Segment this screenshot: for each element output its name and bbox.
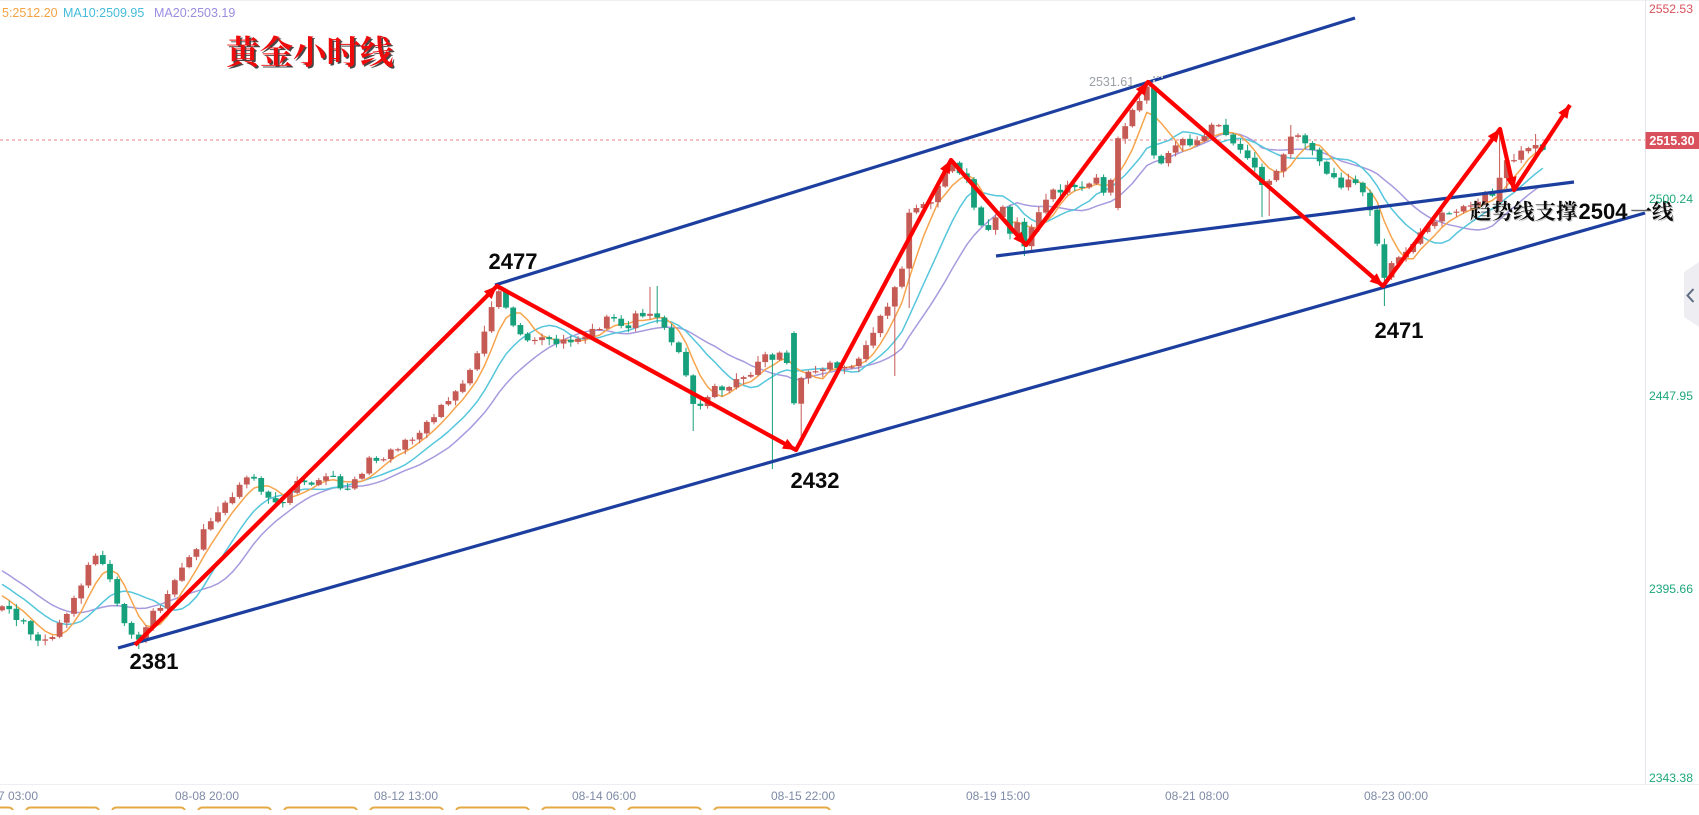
svg-text:08-15 22:00: 08-15 22:00 — [771, 789, 835, 803]
svg-text:2395.66: 2395.66 — [1649, 582, 1693, 596]
svg-text:2343.38: 2343.38 — [1649, 771, 1693, 785]
svg-text:MA10:2509.95: MA10:2509.95 — [63, 6, 144, 20]
svg-text:2531.61: 2531.61 — [1089, 75, 1134, 89]
svg-text:2471: 2471 — [1375, 318, 1424, 343]
svg-text:08-21 08:00: 08-21 08:00 — [1165, 789, 1229, 803]
svg-text:08-12 13:00: 08-12 13:00 — [374, 789, 438, 803]
svg-text:08-14 06:00: 08-14 06:00 — [572, 789, 636, 803]
svg-text:2447.95: 2447.95 — [1649, 389, 1693, 403]
svg-text:08-08 20:00: 08-08 20:00 — [175, 789, 239, 803]
svg-text:5:2512.20: 5:2512.20 — [2, 6, 58, 20]
svg-text:2500.24: 2500.24 — [1649, 192, 1693, 206]
svg-text:2381: 2381 — [130, 649, 179, 674]
svg-text:08-07 03:00: 08-07 03:00 — [0, 789, 38, 803]
svg-text:2477: 2477 — [489, 249, 538, 274]
svg-text:2515.30: 2515.30 — [1649, 134, 1694, 148]
svg-text:MA20:2503.19: MA20:2503.19 — [154, 6, 235, 20]
svg-text:2552.53: 2552.53 — [1649, 2, 1693, 16]
svg-text:2432: 2432 — [791, 468, 840, 493]
svg-text:2504: 2504 — [1579, 199, 1629, 224]
svg-text:08-23 00:00: 08-23 00:00 — [1364, 789, 1428, 803]
svg-text:08-19 15:00: 08-19 15:00 — [966, 789, 1030, 803]
